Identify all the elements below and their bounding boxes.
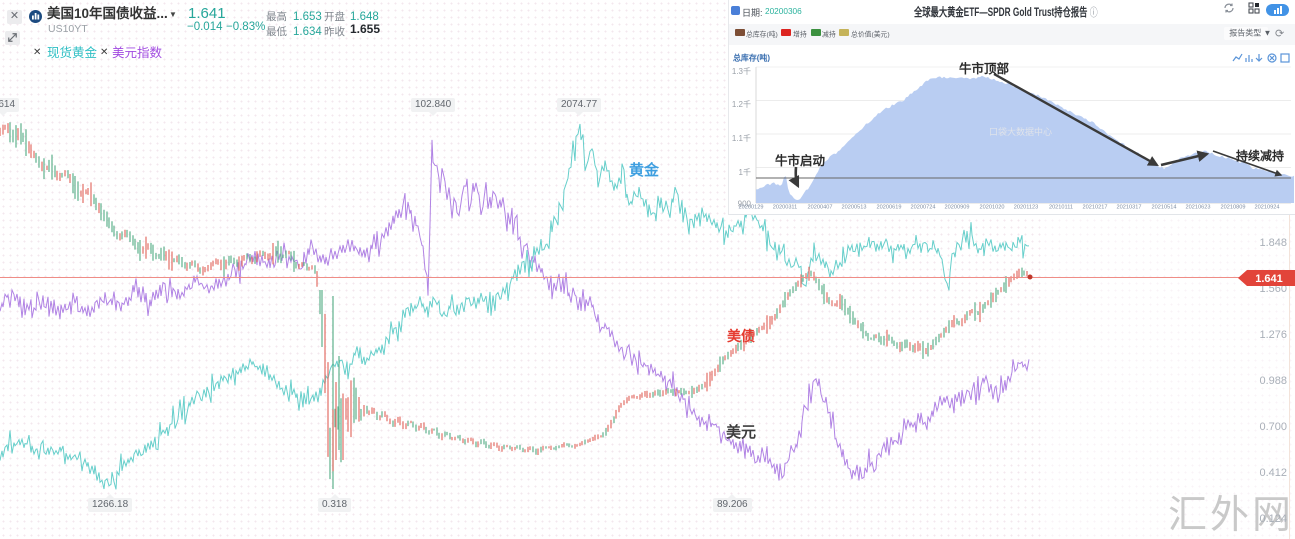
svg-text:1.641: 1.641: [1255, 273, 1283, 285]
